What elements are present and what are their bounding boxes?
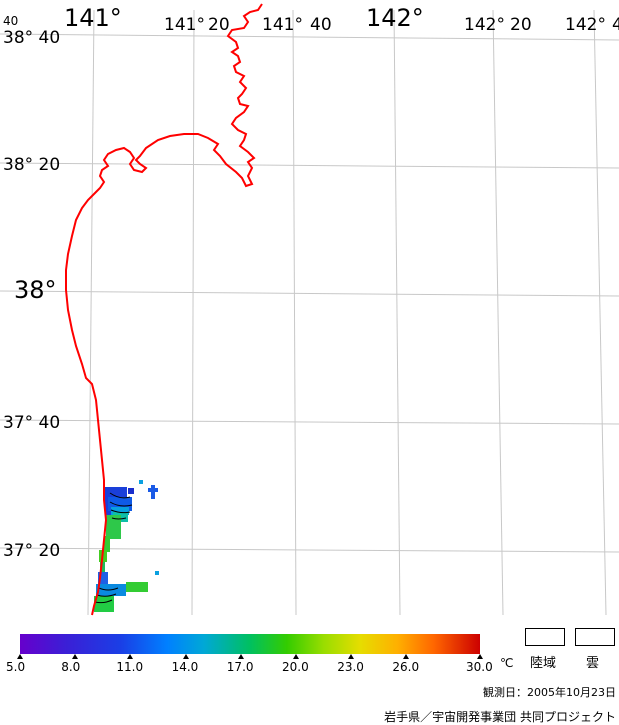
lon-label-14140-min: 40 bbox=[310, 15, 332, 35]
lon-line-141 bbox=[87, 9, 95, 616]
land-label: 陸域 bbox=[530, 656, 557, 671]
sst-patch bbox=[111, 507, 129, 515]
lon-label-14140-deg: 141° bbox=[262, 15, 303, 35]
color-bar-tick-mark bbox=[293, 654, 299, 659]
lon-label-141: 141° bbox=[64, 4, 122, 32]
lon-line-142 bbox=[393, 9, 401, 616]
sst-patch bbox=[151, 485, 155, 499]
color-bar-tick-label: 30.0 bbox=[466, 660, 493, 674]
sst-patch bbox=[100, 562, 105, 572]
color-bar-tick-mark bbox=[348, 654, 355, 659]
lat-label-3820: 38° 20 bbox=[3, 155, 60, 175]
color-bar-tick-label: 17.0 bbox=[226, 660, 254, 674]
lon-line-14140 bbox=[292, 9, 297, 616]
lat-label-3720: 37° 20 bbox=[3, 541, 60, 561]
color-bar-tick-label: 8.0 bbox=[61, 660, 81, 674]
lon-label-14120-deg: 141° bbox=[164, 15, 205, 35]
lat-line-38 bbox=[0, 290, 619, 297]
lat-label-3740: 37° 40 bbox=[3, 413, 60, 433]
lon-label-14220-min: 20 bbox=[510, 15, 532, 35]
lon-line-14120 bbox=[191, 9, 195, 616]
lon-label-14220-deg: 142° bbox=[464, 15, 505, 35]
lat-line-3820 bbox=[0, 162, 619, 169]
lat-line-3720 bbox=[0, 547, 619, 553]
lon-line-14240 bbox=[593, 9, 607, 616]
lat-label-38: 38° bbox=[14, 276, 57, 304]
color-bar-tick-mark bbox=[17, 654, 23, 659]
sst-patch bbox=[98, 572, 108, 584]
lon-line-14220 bbox=[492, 9, 504, 616]
color-bar-tick-mark bbox=[237, 654, 244, 659]
lon-label-14240-min: 40 bbox=[612, 15, 619, 35]
graticule bbox=[0, 9, 619, 616]
cloud-label: 雲 bbox=[586, 656, 600, 671]
color-bar-tick-label: 23.0 bbox=[337, 660, 364, 674]
cloud-swatch bbox=[575, 628, 615, 646]
sst-contours bbox=[94, 492, 133, 604]
color-bar-tick-label: 26.0 bbox=[392, 660, 420, 674]
credit-line: 岩手県／宇宙開発事業団 共同プロジェクト bbox=[384, 710, 616, 724]
lon-label-14120-min: 20 bbox=[208, 15, 230, 35]
coastline bbox=[65, 3, 263, 616]
color-bar-tick-label: 11.0 bbox=[116, 660, 144, 674]
color-bar-tick-mark bbox=[403, 654, 410, 659]
lat-labels: 38° 40 38° 20 38° 37° 40 37° 20 bbox=[3, 28, 60, 561]
sst-patch bbox=[104, 536, 110, 552]
sst-patch bbox=[126, 582, 148, 592]
sst-patch bbox=[106, 515, 121, 539]
sst-patch bbox=[128, 488, 134, 494]
lat-line-3840 bbox=[0, 33, 619, 41]
color-bar-tick-mark bbox=[477, 654, 483, 659]
lon-label-142: 142° bbox=[366, 4, 424, 32]
corner-label: 40 bbox=[3, 14, 18, 28]
sst-patches bbox=[94, 480, 159, 612]
color-bar-tick-mark bbox=[127, 654, 134, 659]
sst-patch bbox=[155, 571, 159, 575]
lat-label-3840: 38° 40 bbox=[3, 28, 60, 48]
color-bar-tick-label: 5.0 bbox=[6, 660, 26, 674]
sst-patch bbox=[139, 480, 143, 484]
unit-label: ℃ bbox=[500, 656, 514, 670]
sst-patch bbox=[94, 596, 114, 612]
lon-labels: 40 141° 141° 20 141° 40 142° 142° 20 142… bbox=[3, 4, 619, 35]
sst-map: 40 141° 141° 20 141° 40 142° 142° 20 142… bbox=[0, 3, 619, 616]
lon-label-14240-deg: 142° bbox=[565, 15, 606, 35]
land-swatch bbox=[525, 628, 565, 646]
color-bar-tick-label: 20.0 bbox=[282, 660, 309, 674]
color-bar-tick-mark bbox=[182, 654, 189, 659]
lat-line-3740 bbox=[0, 419, 619, 425]
color-bar-tick-label: 14.0 bbox=[171, 660, 199, 674]
observation-date: 観測日：2005年10月23日 bbox=[483, 686, 616, 699]
color-bar bbox=[20, 634, 480, 654]
color-bar-tick-mark bbox=[72, 654, 79, 659]
